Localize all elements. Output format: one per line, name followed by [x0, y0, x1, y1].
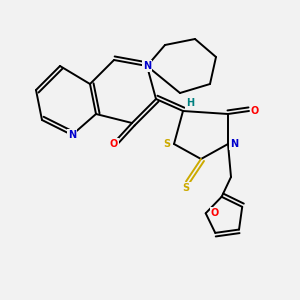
Text: H: H	[186, 98, 195, 109]
Text: N: N	[230, 139, 238, 149]
Text: S: S	[163, 139, 170, 149]
Text: N: N	[143, 61, 151, 71]
Text: O: O	[251, 106, 259, 116]
Text: N: N	[143, 61, 151, 71]
Text: O: O	[211, 208, 219, 218]
Text: S: S	[182, 182, 190, 193]
Text: O: O	[110, 139, 118, 149]
Text: N: N	[68, 130, 76, 140]
